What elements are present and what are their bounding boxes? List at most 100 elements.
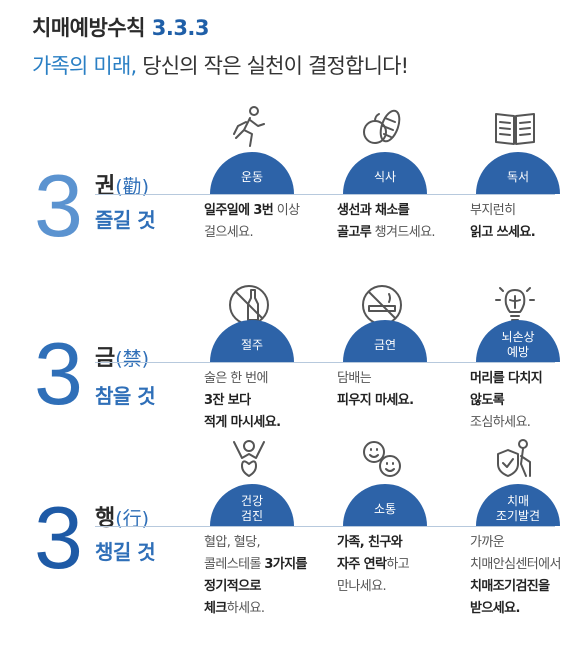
plain-text: 챙겨드세요. — [371, 225, 436, 240]
emphasis-text: 자주 연락 — [337, 557, 387, 572]
description-line: 치매안심센터에서 — [470, 554, 561, 576]
rule-hanja: (行) — [115, 508, 150, 530]
rule-section: 3 권(勸) 즐길 것 운동 일주일에 3번 이상 걸으세요. 식사 생선과 채소를 골고루 챙… — [0, 106, 581, 308]
description-line: 피우지 마세요. — [337, 390, 414, 412]
description-line: 적게 마시세요. — [204, 412, 281, 434]
page-subtitle: 가족의 미래, 당신의 작은 실천이 결정합니다! — [32, 50, 409, 80]
plain-text: 이상 — [273, 203, 300, 218]
open-book-icon — [490, 104, 540, 150]
plain-text: 담배는 — [337, 371, 372, 386]
plain-text: 술은 한 번에 — [204, 371, 268, 386]
emphasis-text: 골고루 — [337, 225, 372, 240]
healthy-person-icon — [224, 436, 274, 482]
description-line: 머리를 다치지 — [470, 368, 543, 390]
item-label-badge: 소통 — [343, 484, 427, 526]
rule-heading: 행(行) — [95, 500, 149, 532]
emphasis-text: 3잔 보다 — [204, 393, 251, 408]
description-line: 정기적으로 — [204, 576, 307, 598]
rule-section: 3 금(禁) 참을 것 절주 술은 한 번에 3잔 보다 적게 마시세요. 금연 담배는 피우지 … — [0, 285, 581, 476]
description-line: 혈압, 혈당, — [204, 532, 307, 554]
rule-item: 소통 가족, 친구와 자주 연락하고 만나세요. — [337, 441, 453, 640]
plain-text: 걸으세요. — [204, 225, 254, 240]
description-line: 만나세요. — [337, 576, 409, 598]
rule-word: 금 — [95, 346, 116, 371]
rule-heading: 금(禁) — [95, 340, 149, 372]
rule-hanja: (禁) — [115, 348, 150, 370]
rule-section: 3 행(行) 챙길 것 건강 검진 혈압, 혈당, 콜레스테롤 3가지를 정기적으로 체크하세… — [0, 439, 581, 640]
description-line: 가족, 친구와 — [337, 532, 409, 554]
rule-item: 건강 검진 혈압, 혈당, 콜레스테롤 3가지를 정기적으로 체크하세요. — [204, 440, 320, 640]
fruit-vegetable-icon — [357, 104, 407, 150]
plain-text: 만나세요. — [337, 579, 387, 594]
item-label-badge: 건강 검진 — [210, 484, 294, 526]
rule-motto: 챙길 것 — [95, 540, 156, 564]
subtitle-accent: 가족의 미래, — [32, 54, 137, 78]
title-text: 치매예방수칙 — [32, 16, 145, 40]
plain-text: 하고 — [386, 557, 410, 572]
rule-item: 식사 생선과 채소를 골고루 챙겨드세요. — [337, 109, 453, 308]
description-line: 조심하세요. — [470, 412, 542, 434]
emphasis-text: 3가지를 — [264, 557, 307, 572]
description-line: 부지런히 — [470, 200, 535, 222]
item-label-badge: 운동 — [210, 152, 294, 194]
divider — [95, 362, 555, 363]
emphasis-text: 피우지 마세요. — [337, 393, 414, 408]
rule-word: 행 — [95, 506, 116, 531]
description-line: 치매조기검진을 — [470, 576, 561, 598]
big-number: 3 — [34, 156, 83, 255]
elder-shield-icon — [490, 436, 540, 482]
running-person-icon — [224, 104, 274, 150]
plain-text: 부지런히 — [470, 203, 516, 218]
item-description: 혈압, 혈당, 콜레스테롤 3가지를 정기적으로 체크하세요. — [204, 532, 307, 620]
big-number: 3 — [34, 324, 83, 423]
emphasis-text: 일주일에 3번 — [204, 203, 274, 218]
plain-text: 하세요. — [226, 601, 265, 616]
rule-motto: 참을 것 — [95, 384, 156, 408]
plain-text: 가까운 — [470, 535, 505, 550]
emphasis-text: 받으세요. — [470, 601, 520, 616]
emphasis-text: 머리를 다치지 — [470, 371, 543, 386]
description-line: 않도록 — [470, 390, 542, 412]
emphasis-text: 체크 — [204, 601, 227, 616]
divider — [95, 194, 555, 195]
plain-text: 콜레스테롤 — [204, 557, 265, 572]
description-line: 읽고 쓰세요. — [470, 222, 536, 244]
smiley-faces-icon — [357, 436, 407, 482]
description-line: 걸으세요. — [204, 222, 299, 244]
description-line: 체크하세요. — [204, 598, 307, 620]
item-label-badge: 치매 조기발견 — [476, 484, 560, 526]
rule-item: 독서 부지런히 읽고 쓰세요. — [470, 113, 581, 308]
rule-word: 권 — [95, 174, 116, 199]
item-label-badge: 절주 — [210, 320, 294, 362]
description-line: 골고루 챙겨드세요. — [337, 222, 436, 244]
item-label-badge: 식사 — [343, 152, 427, 194]
description-line: 자주 연락하고 — [337, 554, 410, 576]
divider — [95, 526, 555, 527]
rule-hanja: (勸) — [115, 176, 150, 198]
rule-heading: 권(勸) — [95, 168, 149, 200]
description-line: 가까운 — [470, 532, 561, 554]
rule-motto: 즐길 것 — [95, 208, 156, 232]
description-line: 술은 한 번에 — [204, 368, 280, 390]
emphasis-text: 적게 마시세요. — [204, 415, 281, 430]
emphasis-text: 않도록 — [470, 393, 505, 408]
emphasis-text: 읽고 쓰세요. — [470, 225, 536, 240]
subtitle-rest: 당신의 작은 실천이 결정합니다! — [136, 54, 409, 78]
item-label-badge: 뇌손상 예방 — [476, 320, 560, 362]
item-description: 가족, 친구와 자주 연락하고 만나세요. — [337, 532, 410, 598]
description-line: 콜레스테롤 3가지를 — [204, 554, 307, 576]
emphasis-text: 치매조기검진을 — [470, 579, 550, 594]
title-number: 3.3.3 — [151, 16, 210, 40]
page-title: 치매예방수칙 3.3.3 — [32, 12, 210, 42]
plain-text: 조심하세요. — [470, 415, 531, 430]
item-label-badge: 금연 — [343, 320, 427, 362]
